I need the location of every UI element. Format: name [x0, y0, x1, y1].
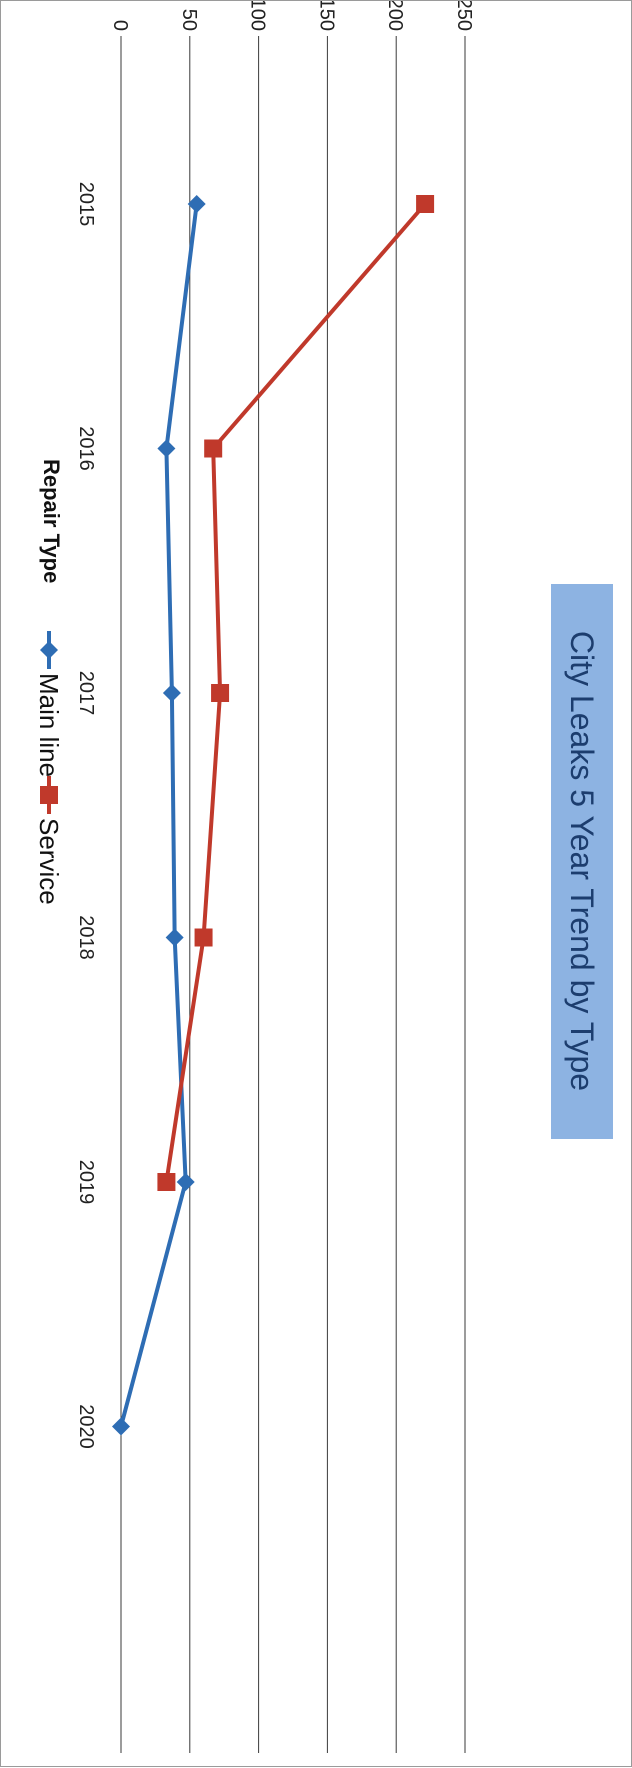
chart-title-box: City Leaks 5 Year Trend by Type	[551, 584, 613, 1139]
y-tick-label: 200	[384, 1, 406, 31]
x-tick-label: 2016	[75, 426, 97, 471]
x-tick-label: 2020	[75, 1404, 97, 1449]
y-tick-label: 0	[109, 20, 131, 31]
legend: Repair Type Main line Service	[34, 459, 64, 905]
y-tick-label: 250	[453, 1, 475, 31]
x-tick-label: 2015	[75, 182, 97, 227]
service-legend-marker	[40, 786, 58, 804]
main-line-point	[112, 1417, 130, 1436]
chart-title-background	[551, 584, 613, 1139]
gridlines	[120, 36, 466, 1753]
main-line-point	[176, 1173, 195, 1191]
main-line-point	[187, 195, 206, 213]
x-tick-label: 2017	[75, 671, 97, 716]
y-tick-labels: 0 50 100 150 200 250	[109, 1, 475, 31]
legend-title: Repair Type	[39, 459, 64, 583]
main-line-point	[165, 928, 184, 947]
service-point	[194, 928, 213, 947]
main-line-legend-marker	[40, 641, 58, 659]
main-line-legend-label: Main line	[34, 673, 64, 777]
service-point	[211, 684, 230, 702]
service-point	[157, 1173, 176, 1191]
service-point	[204, 439, 223, 458]
legend-items: Main line Service	[34, 631, 64, 905]
main-line-line	[119, 203, 199, 1428]
series-layer	[112, 195, 435, 1436]
x-tick-labels: 2015 2016 2017 2018 2019 2020	[75, 182, 97, 1449]
x-tick-label: 2019	[75, 1160, 97, 1205]
x-tick-label: 2018	[75, 915, 97, 960]
main-line-point	[157, 439, 176, 458]
y-tick-label: 50	[178, 9, 200, 31]
y-tick-label: 100	[247, 1, 269, 31]
service-point	[416, 195, 435, 213]
service-line	[164, 202, 427, 1183]
y-tick-label: 150	[315, 1, 337, 31]
chart-title: City Leaks 5 Year Trend by Type	[564, 631, 600, 1091]
service-legend-label: Service	[34, 818, 64, 905]
main-line-point	[162, 684, 181, 702]
